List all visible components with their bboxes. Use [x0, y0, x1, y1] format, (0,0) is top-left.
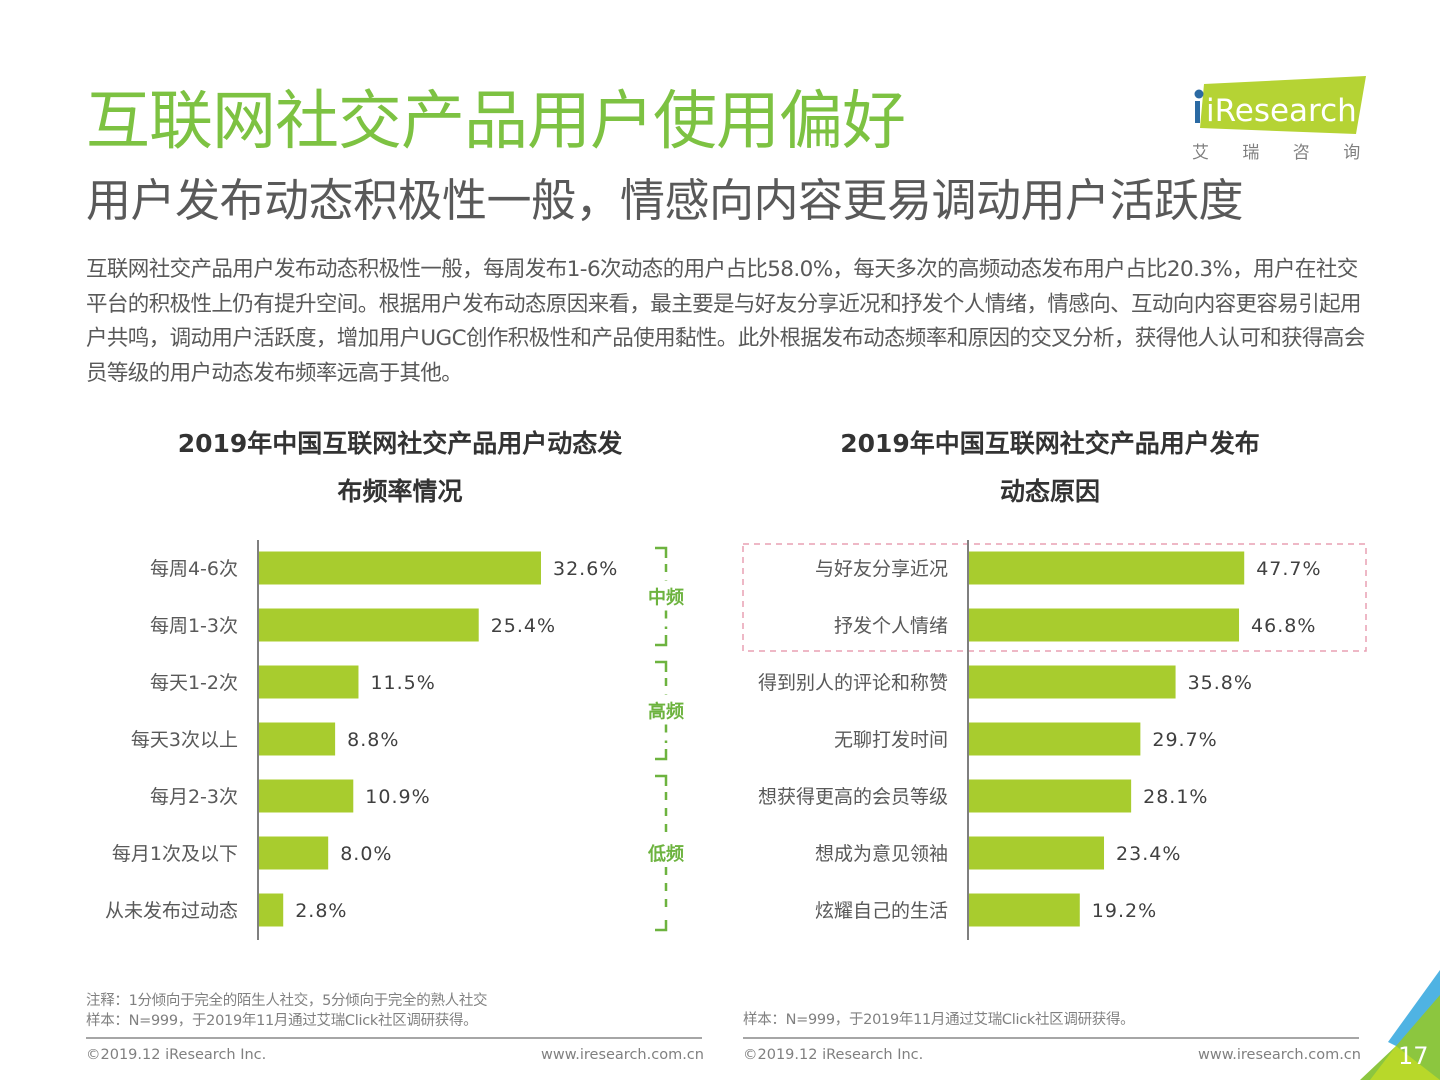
bar [259, 665, 359, 699]
corner-green-shape [1360, 995, 1440, 1080]
category-label: 想获得更高的会员等级 [758, 786, 948, 808]
bar [259, 551, 541, 585]
frequency-group-label: 高频 [648, 701, 684, 723]
bracket-bottom [655, 920, 668, 932]
left-note-1: 注释：1分倾向于完全的陌生人社交，5分倾向于完全的熟人社交 [86, 993, 488, 1009]
value-label: 35.8% [1188, 672, 1253, 694]
bar [969, 551, 1245, 585]
category-label: 每月1次及以下 [112, 843, 238, 865]
right-bar-chart: 与好友分享近况 47.7% 抒发个人情绪 46.8% 得到别人的评论和称赞 35.8% 无聊… [742, 540, 1367, 940]
value-label: 46.8% [1251, 615, 1316, 637]
left-bar-chart: 每周4-6次 32.6% 每周1-3次 25.4% 每天1-2次 11.5% 每天3次以上 8… [105, 540, 618, 940]
right-note: 样本：N=999，于2019年11月通过艾瑞Click社区调研获得。 [743, 1012, 1135, 1028]
right-chart-title-line1: 2019年中国互联网社交产品用户发布 [840, 429, 1260, 458]
frequency-group-label: 低频 [647, 843, 684, 865]
logo-cn-text: 艾 瑞 咨 询 [1192, 143, 1370, 163]
bar [969, 722, 1141, 756]
right-chart-title-line2: 动态原因 [999, 477, 1100, 506]
bar [259, 779, 354, 813]
category-label: 每天3次以上 [131, 729, 238, 751]
value-label: 11.5% [370, 672, 435, 694]
category-label: 得到别人的评论和称赞 [758, 672, 948, 694]
page-subtitle: 用户发布动态积极性一般，情感向内容更易调动用户活跃度 [86, 174, 1244, 227]
left-chart-title-line1: 2019年中国互联网社交产品用户动态发 [177, 429, 623, 458]
charts-canvas: 每周4-6次 32.6% 每周1-3次 25.4% 每天1-2次 11.5% 每天3次以上 8… [105, 540, 1367, 940]
value-label: 8.0% [340, 843, 392, 865]
bar [259, 836, 329, 870]
corner-lime-shape [1370, 1046, 1440, 1080]
right-website-link[interactable]: www.iresearch.com.cn [1198, 1047, 1361, 1063]
value-label: 25.4% [491, 615, 556, 637]
value-label: 29.7% [1152, 729, 1217, 751]
value-label: 19.2% [1092, 900, 1157, 922]
value-label: 8.8% [347, 729, 399, 751]
corner-decoration: 17 [1360, 970, 1440, 1080]
bracket-bottom [655, 749, 668, 761]
category-label: 想成为意见领袖 [815, 843, 948, 865]
value-label: 23.4% [1116, 843, 1181, 865]
bar [969, 779, 1132, 813]
left-copyright: ©2019.12 iResearch Inc. [86, 1047, 267, 1063]
logo-text: iResearch [1206, 93, 1357, 129]
iresearch-logo: iResearch 艾 瑞 咨 询 [1190, 76, 1370, 166]
page-number: 17 [1398, 1042, 1429, 1070]
category-label: 炫耀自己的生活 [815, 900, 948, 922]
category-label: 从未发布过动态 [105, 900, 238, 922]
right-copyright: ©2019.12 iResearch Inc. [743, 1047, 924, 1063]
frequency-group-label: 中频 [648, 587, 684, 609]
value-label: 28.1% [1143, 786, 1208, 808]
value-label: 10.9% [365, 786, 430, 808]
left-note-2: 样本：N=999，于2019年11月通过艾瑞Click社区调研获得。 [86, 1013, 478, 1029]
value-label: 47.7% [1256, 558, 1321, 580]
left-chart-title: 2019年中国互联网社交产品用户动态发 布频率情况 [140, 420, 660, 516]
bar [259, 893, 284, 927]
category-label: 每月2-3次 [150, 786, 238, 808]
value-label: 32.6% [553, 558, 618, 580]
left-website-link[interactable]: www.iresearch.com.cn [541, 1047, 704, 1063]
bar [259, 608, 479, 642]
category-label: 每周1-3次 [150, 615, 238, 637]
bar [969, 893, 1080, 927]
logo-i-stem [1195, 101, 1200, 123]
category-label: 与好友分享近况 [815, 558, 948, 580]
bracket-top [655, 774, 668, 786]
bar [969, 608, 1240, 642]
bar [259, 722, 336, 756]
category-label: 抒发个人情绪 [834, 615, 948, 637]
page-title: 互联网社交产品用户使用偏好 [86, 85, 906, 159]
logo-banner [1200, 76, 1366, 134]
category-label: 每周4-6次 [150, 558, 238, 580]
right-chart-title: 2019年中国互联网社交产品用户发布 动态原因 [790, 420, 1310, 516]
corner-blue-stripe [1388, 970, 1440, 1048]
summary-paragraph: 互联网社交产品用户发布动态积极性一般，每周发布1-6次动态的用户占比58.0%，… [86, 257, 1365, 386]
bracket-bottom [655, 635, 668, 647]
right-footer-divider [743, 1037, 1359, 1039]
bar [969, 836, 1105, 870]
bracket-top [655, 546, 668, 558]
value-label: 2.8% [295, 900, 347, 922]
left-footer-divider [86, 1037, 702, 1039]
bar [969, 665, 1176, 699]
left-chart-title-line2: 布频率情况 [337, 477, 463, 506]
logo-dot [1194, 89, 1204, 99]
category-label: 无聊打发时间 [834, 729, 948, 751]
bracket-top [655, 660, 668, 672]
highlight-box [742, 543, 1367, 652]
category-label: 每天1-2次 [150, 672, 238, 694]
